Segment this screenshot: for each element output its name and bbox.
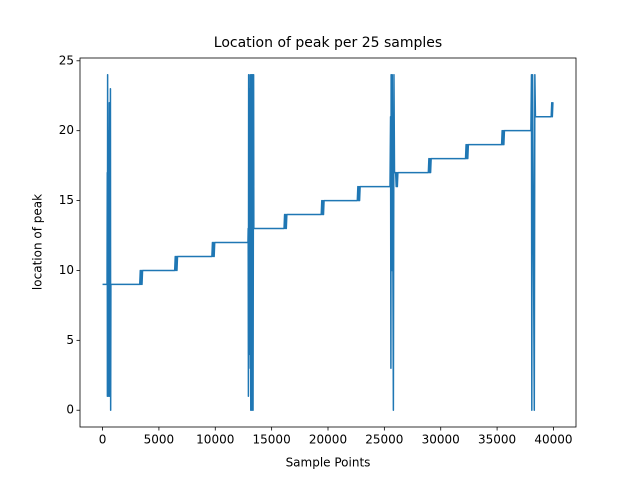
y-tick-label: 25	[59, 53, 74, 67]
x-tick-label: 30000	[422, 433, 460, 447]
plot-frame	[79, 57, 577, 428]
x-tick-label: 10000	[196, 433, 234, 447]
x-tick-label: 35000	[478, 433, 516, 447]
y-tick-label: 15	[59, 193, 74, 207]
chart-title: Location of peak per 25 samples	[214, 35, 442, 51]
x-axis-label: Sample Points	[286, 456, 371, 470]
y-tick-label: 20	[59, 123, 74, 137]
y-tick-label: 10	[59, 263, 74, 277]
x-tick-label: 20000	[309, 433, 347, 447]
y-tick-label: 0	[66, 403, 74, 417]
y-axis-label: location of peak	[31, 194, 45, 290]
data-line	[102, 74, 554, 411]
x-tick-label: 25000	[365, 433, 403, 447]
x-tick-label: 5000	[144, 433, 175, 447]
y-tick-label: 5	[66, 333, 74, 347]
x-tick-label: 40000	[534, 433, 572, 447]
x-tick-label: 0	[99, 433, 107, 447]
x-tick-label: 15000	[253, 433, 291, 447]
